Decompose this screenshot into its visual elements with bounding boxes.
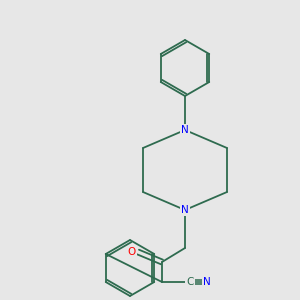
Text: N: N — [181, 125, 189, 135]
Text: N: N — [181, 205, 189, 215]
Text: O: O — [128, 247, 136, 257]
Text: C: C — [186, 277, 194, 287]
Text: N: N — [203, 277, 211, 287]
